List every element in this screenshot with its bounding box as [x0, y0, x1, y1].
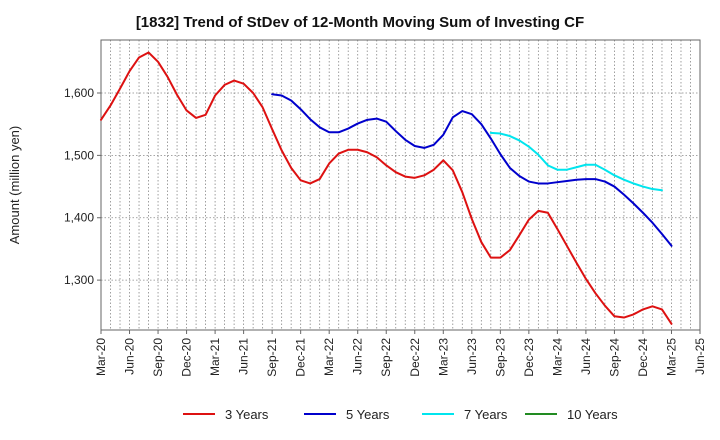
x-tick-label: Dec-23 — [522, 338, 536, 377]
x-tick-label: Mar-22 — [322, 338, 336, 376]
x-tick-label: Mar-20 — [94, 338, 108, 376]
x-tick-label: Mar-23 — [436, 338, 450, 376]
x-tick-label: Jun-20 — [123, 338, 137, 375]
y-tick-label: 1,500 — [64, 148, 94, 162]
x-tick-label: Mar-21 — [208, 338, 222, 376]
legend-label-7-years: 7 Years — [464, 407, 508, 422]
x-tick-label: Dec-20 — [180, 338, 194, 377]
x-tick-label: Sep-24 — [607, 338, 621, 377]
y-tick-label: 1,600 — [64, 86, 94, 100]
legend-label-10-years: 10 Years — [567, 407, 618, 422]
x-tick-label: Jun-25 — [693, 338, 707, 375]
x-tick-label: Dec-24 — [636, 338, 650, 377]
series-line-5-years — [271, 93, 673, 247]
x-tick-label: Jun-24 — [579, 338, 593, 375]
legend-label-5-years: 5 Years — [346, 407, 390, 422]
x-tick-label: Sep-20 — [151, 338, 165, 377]
legend-label-3-years: 3 Years — [225, 407, 269, 422]
x-tick-label: Mar-24 — [550, 338, 564, 376]
x-tick-label: Dec-22 — [408, 338, 422, 377]
chart-title: [1832] Trend of StDev of 12-Month Moving… — [135, 14, 585, 31]
plot-frame — [100, 39, 701, 331]
x-tick-label: Jun-21 — [237, 338, 251, 375]
x-tick-label: Mar-25 — [664, 338, 678, 376]
y-tick-label: 1,300 — [64, 273, 94, 287]
x-tick-label: Jun-22 — [351, 338, 365, 375]
x-tick-label: Sep-21 — [265, 338, 279, 377]
x-tick-label: Jun-23 — [465, 338, 479, 375]
series-line-3-years — [100, 51, 673, 325]
x-tick-label: Sep-22 — [379, 338, 393, 377]
x-tick-label: Dec-21 — [294, 338, 308, 377]
y-axis-title: Amount (million yen) — [7, 126, 22, 245]
plot-area — [101, 40, 700, 330]
y-tick-label: 1,400 — [64, 211, 94, 225]
series-line-7-years — [489, 131, 663, 192]
x-tick-label: Sep-23 — [493, 338, 507, 377]
